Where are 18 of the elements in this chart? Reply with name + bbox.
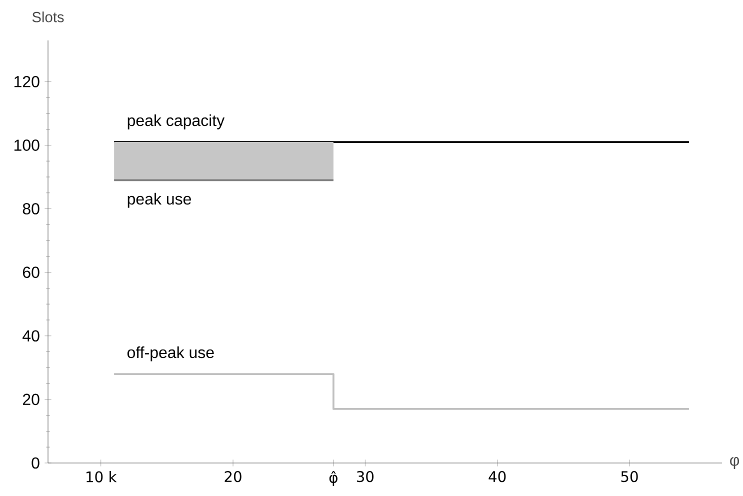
y-tick-label: 100: [14, 140, 40, 151]
y-tick-label: 60: [22, 266, 40, 278]
y-tick-label: 0: [32, 457, 40, 469]
series-label: peak capacity: [128, 114, 225, 130]
y-tick-label: 120: [14, 76, 40, 88]
series-label: peak use: [128, 192, 191, 208]
x-tick-label: 40: [488, 471, 506, 482]
y-tick-label: 40: [22, 330, 40, 342]
x-tick-label: 50: [621, 471, 638, 482]
series-label: off-peak use: [127, 346, 214, 362]
x-tick-label: φ̂: [329, 471, 338, 486]
x-tick-label: 20: [224, 471, 242, 482]
x-axis-title: φ: [730, 457, 740, 469]
y-axis-title: Slots: [32, 12, 64, 22]
y-tick-label: 20: [22, 394, 40, 406]
x-tick-label: 10 k: [86, 471, 117, 482]
x-tick-label: 30: [356, 471, 374, 482]
y-tick-label: 80: [22, 203, 40, 214]
